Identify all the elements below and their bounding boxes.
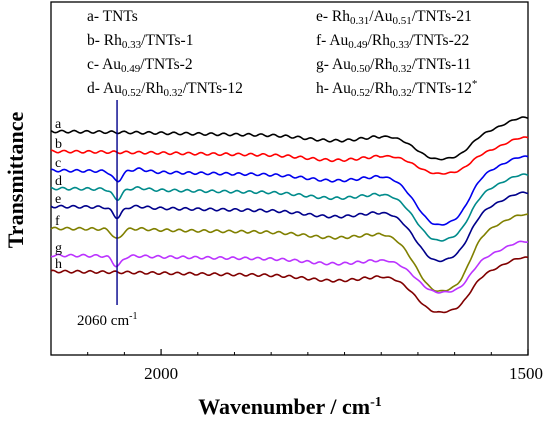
axis-layer: 2000 1500 Wavenumber / cm-1 Transmittance xyxy=(3,112,543,419)
series-g-line xyxy=(50,240,529,294)
series-b-label: b xyxy=(55,137,62,152)
series-h-line xyxy=(50,256,529,314)
plot-frame xyxy=(50,1,529,356)
legend-entry: c- Au0.49/TNTs-2 xyxy=(87,56,193,75)
series-a-line xyxy=(50,116,529,161)
legend-entry: a- TNTs xyxy=(87,8,138,25)
legend-entry: b- Rh0.33/TNTs-1 xyxy=(87,32,193,51)
annotation-layer: 2060 cm-1 xyxy=(77,100,137,329)
series-f-label: f xyxy=(55,214,60,229)
series-e-line xyxy=(50,191,529,263)
series-e-label: e xyxy=(55,192,61,207)
y-axis-title: Transmittance xyxy=(3,112,28,249)
series-g-label: g xyxy=(55,241,62,256)
series-c-label: c xyxy=(55,156,61,171)
legend-entry: d- Au0.52/Rh0.32/TNTs-12 xyxy=(87,80,243,99)
series-b-line xyxy=(50,136,529,175)
series-d-label: d xyxy=(55,174,62,189)
series-c-line xyxy=(51,155,529,226)
legend-entry: h- Au0.52/Rh0.32/TNTs-12* xyxy=(316,78,477,99)
plot-border xyxy=(50,1,529,356)
legend-entry: f- Au0.49/Rh0.33/TNTs-22 xyxy=(316,32,469,51)
annotation-label-2060: 2060 cm-1 xyxy=(77,311,137,329)
x-tick-label: 2000 xyxy=(144,364,178,383)
series-a-label: a xyxy=(55,117,62,132)
series-f-line xyxy=(50,213,529,293)
x-axis-title: Wavenumber / cm-1 xyxy=(198,394,382,419)
series-h-label: h xyxy=(55,257,62,272)
legend: a- TNTs b- Rh0.33/TNTs-1 c- Au0.49/TNTs-2 d… xyxy=(87,8,477,99)
series-d-line xyxy=(50,173,529,242)
legend-entry: g- Au0.50/Rh0.32/TNTs-11 xyxy=(316,56,471,75)
legend-entry: e- Rh0.31/Au0.51/TNTs-21 xyxy=(316,8,472,27)
x-tick-label: 1500 xyxy=(509,364,543,383)
